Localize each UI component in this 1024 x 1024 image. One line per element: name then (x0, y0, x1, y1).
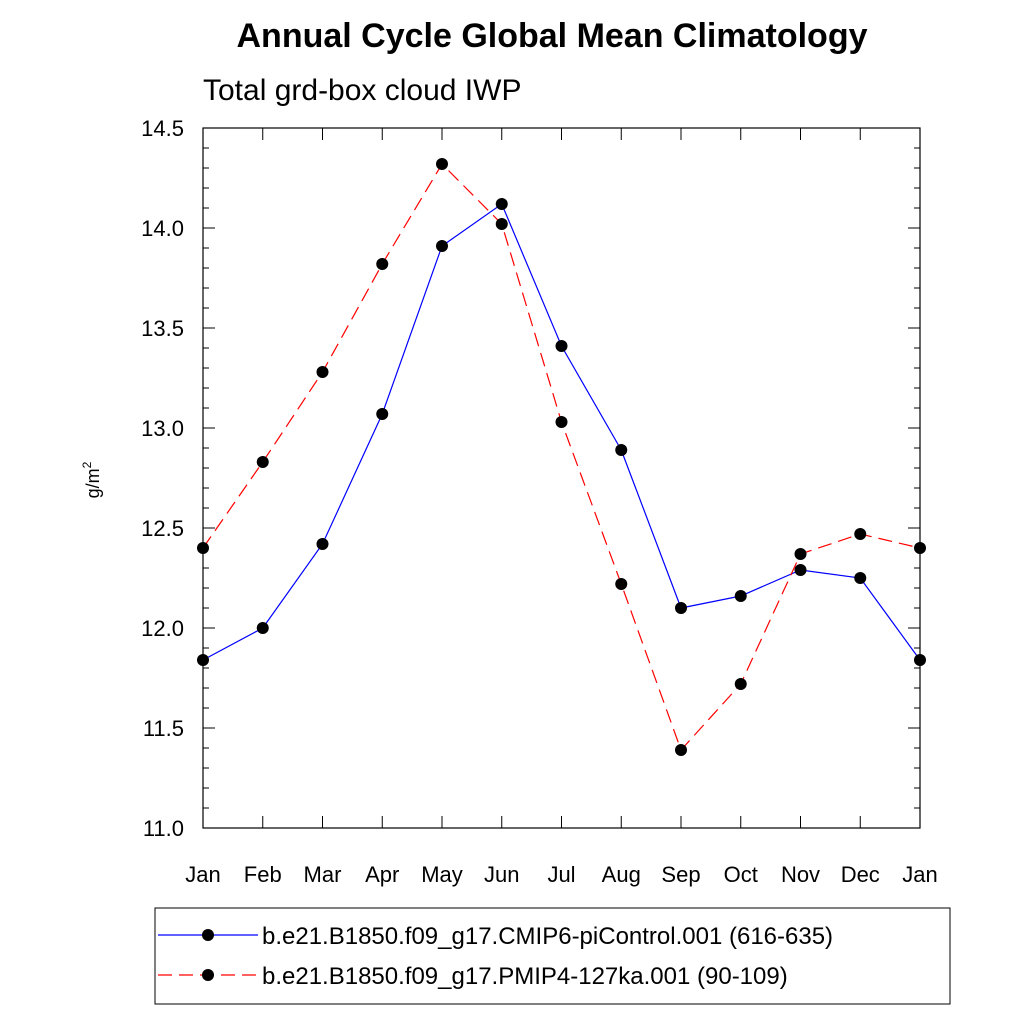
series-line-1 (202, 203, 921, 661)
legend-label-1: b.e21.B1850.f09_g17.CMIP6-piControl.001 … (262, 923, 833, 950)
x-tick-label: Aug (602, 862, 641, 887)
x-tick-label: Nov (781, 862, 820, 887)
x-tick-label: Jan (902, 862, 937, 887)
data-point-series-1 (854, 572, 867, 584)
x-tick-label: Dec (841, 862, 880, 887)
legend-label-2: b.e21.B1850.f09_g17.PMIP4-127ka.001 (90-… (262, 963, 788, 990)
x-tick-label: Sep (661, 862, 700, 887)
x-tick-label: Jun (484, 862, 519, 887)
y-axis-label: g/m2 (80, 461, 103, 498)
data-point-series-1 (675, 602, 687, 614)
legend-box (154, 907, 951, 1005)
y-axis-label-superscript: 2 (80, 461, 94, 468)
data-point-series-2 (316, 366, 329, 378)
plot-frame (202, 127, 921, 829)
data-point-series-2 (555, 416, 568, 428)
legend: b.e21.B1850.f09_g17.CMIP6-piControl.001 … (158, 923, 833, 990)
y-tick-label: 13.5 (141, 316, 184, 341)
data-point-series-1 (436, 240, 448, 252)
svg-text:g/m2: g/m2 (80, 461, 103, 498)
data-point-series-1 (794, 564, 807, 576)
chart-subtitle: Total grd-box cloud IWP (203, 74, 521, 107)
data-point-series-2 (615, 578, 628, 590)
plot-series (197, 158, 926, 756)
data-point-series-1 (615, 444, 628, 456)
x-tick-label: Oct (724, 862, 758, 887)
data-point-series-1 (256, 622, 269, 634)
data-point-series-2 (256, 456, 269, 468)
data-point-series-2 (675, 744, 687, 756)
legend-marker-1 (202, 929, 214, 941)
x-tick-label: Jul (547, 862, 575, 887)
data-point-series-2 (376, 258, 389, 270)
y-axis-label-base: g/m (83, 468, 103, 498)
y-tick-label: 11.5 (143, 716, 184, 741)
data-point-series-1 (376, 408, 389, 420)
x-tick-label: Apr (365, 862, 399, 887)
y-tick-label: 13.0 (141, 416, 184, 441)
data-point-series-2 (495, 218, 508, 230)
legend-marker-2 (202, 969, 214, 981)
y-tick-label: 14.5 (141, 116, 184, 141)
data-point-series-2 (734, 678, 747, 690)
y-tick-label: 12.0 (141, 616, 184, 641)
data-point-series-1 (495, 198, 508, 210)
series-line-2 (202, 163, 921, 752)
y-tick-label: 11.0 (143, 816, 184, 841)
x-tick-label: Jan (185, 862, 220, 887)
data-point-series-2 (854, 528, 867, 540)
x-tick-label: Feb (244, 862, 282, 887)
x-tick-label: Mar (304, 862, 342, 887)
chart-title: Annual Cycle Global Mean Climatology (237, 17, 868, 55)
data-point-series-1 (734, 590, 747, 602)
y-tick-label: 12.5 (141, 516, 184, 541)
data-point-series-1 (555, 340, 568, 352)
y-tick-label: 14.0 (141, 216, 184, 241)
data-point-series-1 (316, 538, 329, 550)
axis-ticks: Jan Feb Mar Apr May Jun Jul Aug Sep Oct Nov Dec Jan1… (141, 116, 938, 887)
data-point-series-2 (794, 548, 807, 560)
x-tick-label: May (421, 862, 463, 887)
data-point-series-2 (436, 158, 448, 170)
